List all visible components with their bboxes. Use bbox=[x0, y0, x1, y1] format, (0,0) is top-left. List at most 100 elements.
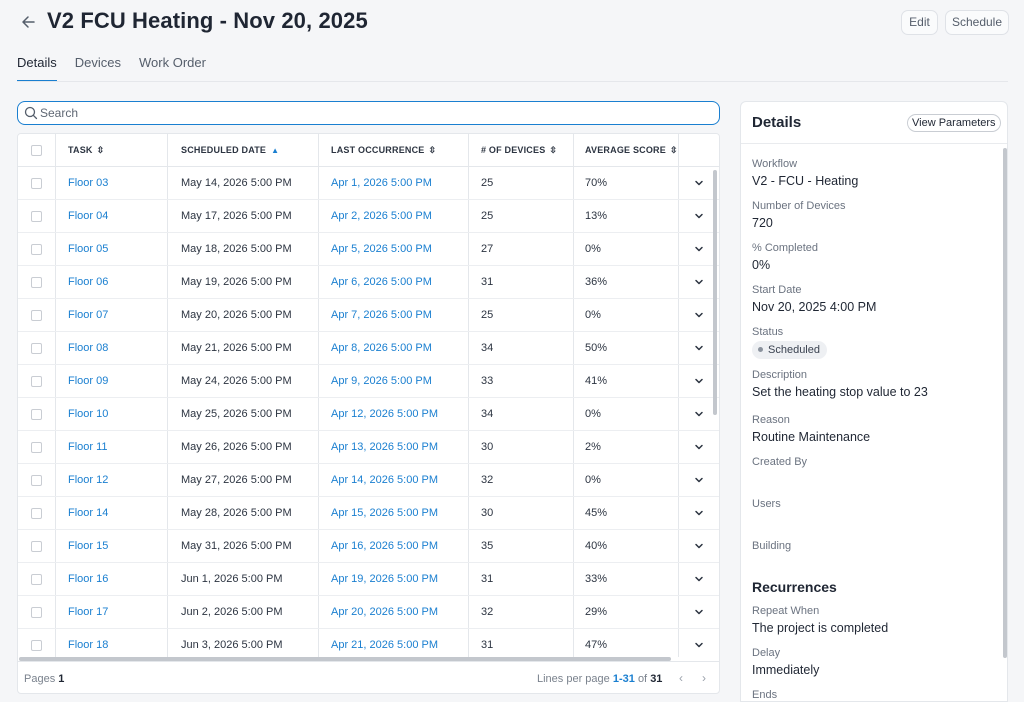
last-occurrence-link[interactable]: Apr 16, 2026 5:00 PM bbox=[331, 540, 439, 552]
chevron-down-icon[interactable] bbox=[691, 398, 707, 431]
panel-scrollbar[interactable] bbox=[1003, 148, 1007, 658]
chevron-down-icon[interactable] bbox=[691, 563, 707, 596]
column-last-occurrence[interactable]: LAST OCCURRENCE ⇳ bbox=[331, 134, 436, 167]
vertical-scrollbar[interactable] bbox=[713, 170, 717, 415]
last-occurrence-link[interactable]: Apr 9, 2026 5:00 PM bbox=[331, 375, 432, 387]
last-occurrence-link[interactable]: Apr 19, 2026 5:00 PM bbox=[331, 573, 439, 585]
chevron-down-icon[interactable] bbox=[691, 629, 707, 662]
row-checkbox[interactable] bbox=[31, 541, 42, 552]
chevron-down-icon[interactable] bbox=[691, 332, 707, 365]
task-link[interactable]: Floor 07 bbox=[68, 309, 109, 321]
table-row[interactable]: Floor 07 May 20, 2026 5:00 PM Apr 7, 2026 … bbox=[18, 299, 719, 332]
row-checkbox[interactable] bbox=[31, 508, 42, 519]
view-parameters-button[interactable]: View Parameters bbox=[907, 114, 1001, 132]
next-page-icon[interactable]: › bbox=[702, 671, 706, 685]
row-checkbox[interactable] bbox=[31, 475, 42, 486]
reason-value: Routine Maintenance bbox=[752, 430, 871, 444]
last-occurrence-link[interactable]: Apr 5, 2026 5:00 PM bbox=[331, 243, 432, 255]
last-occurrence-link[interactable]: Apr 20, 2026 5:00 PM bbox=[331, 606, 439, 618]
scheduled-date-cell: May 19, 2026 5:00 PM bbox=[181, 276, 292, 288]
row-checkbox[interactable] bbox=[31, 574, 42, 585]
previous-page-icon[interactable]: ‹ bbox=[679, 671, 683, 685]
task-link[interactable]: Floor 08 bbox=[68, 342, 109, 354]
row-checkbox[interactable] bbox=[31, 244, 42, 255]
last-occurrence-link[interactable]: Apr 12, 2026 5:00 PM bbox=[331, 408, 439, 420]
task-link[interactable]: Floor 15 bbox=[68, 540, 109, 552]
chevron-down-icon[interactable] bbox=[691, 596, 707, 629]
table-row[interactable]: Floor 16 Jun 1, 2026 5:00 PM Apr 19, 2026 … bbox=[18, 563, 719, 596]
edit-button[interactable]: Edit bbox=[901, 10, 938, 35]
row-checkbox[interactable] bbox=[31, 178, 42, 189]
table-row[interactable]: Floor 03 May 14, 2026 5:00 PM Apr 1, 2026 … bbox=[18, 167, 719, 200]
back-arrow-icon[interactable] bbox=[20, 10, 40, 34]
last-occurrence-link[interactable]: Apr 8, 2026 5:00 PM bbox=[331, 342, 432, 354]
task-link[interactable]: Floor 09 bbox=[68, 375, 109, 387]
chevron-down-icon[interactable] bbox=[691, 266, 707, 299]
horizontal-scrollbar[interactable] bbox=[19, 657, 671, 661]
table-row[interactable]: Floor 04 May 17, 2026 5:00 PM Apr 2, 2026 … bbox=[18, 200, 719, 233]
chevron-down-icon[interactable] bbox=[691, 365, 707, 398]
schedule-button[interactable]: Schedule bbox=[945, 10, 1009, 35]
row-checkbox[interactable] bbox=[31, 277, 42, 288]
table-row[interactable]: Floor 14 May 28, 2026 5:00 PM Apr 15, 2026… bbox=[18, 497, 719, 530]
last-occurrence-link[interactable]: Apr 6, 2026 5:00 PM bbox=[331, 276, 432, 288]
row-checkbox[interactable] bbox=[31, 211, 42, 222]
tab-details[interactable]: Details bbox=[17, 54, 57, 82]
last-occurrence-link[interactable]: Apr 14, 2026 5:00 PM bbox=[331, 474, 439, 486]
last-occurrence-link[interactable]: Apr 1, 2026 5:00 PM bbox=[331, 177, 432, 189]
tab-devices[interactable]: Devices bbox=[74, 55, 121, 70]
column-devices[interactable]: # OF DEVICES ⇳ bbox=[481, 134, 557, 167]
task-link[interactable]: Floor 17 bbox=[68, 606, 109, 618]
chevron-down-icon[interactable] bbox=[691, 497, 707, 530]
table-row[interactable]: Floor 10 May 25, 2026 5:00 PM Apr 12, 2026… bbox=[18, 398, 719, 431]
table-row[interactable]: Floor 17 Jun 2, 2026 5:00 PM Apr 20, 2026 … bbox=[18, 596, 719, 629]
column-divider bbox=[678, 134, 679, 657]
average-score-cell: 47% bbox=[585, 639, 608, 651]
last-occurrence-link[interactable]: Apr 15, 2026 5:00 PM bbox=[331, 507, 439, 519]
table-row[interactable]: Floor 09 May 24, 2026 5:00 PM Apr 9, 2026 … bbox=[18, 365, 719, 398]
task-link[interactable]: Floor 11 bbox=[68, 441, 108, 453]
task-link[interactable]: Floor 05 bbox=[68, 243, 109, 255]
row-checkbox[interactable] bbox=[31, 442, 42, 453]
chevron-down-icon[interactable] bbox=[691, 200, 707, 233]
task-link[interactable]: Floor 14 bbox=[68, 507, 109, 519]
chevron-down-icon[interactable] bbox=[691, 167, 707, 200]
row-checkbox[interactable] bbox=[31, 640, 42, 651]
select-all-checkbox[interactable] bbox=[31, 145, 42, 156]
task-link[interactable]: Floor 10 bbox=[68, 408, 109, 420]
row-checkbox[interactable] bbox=[31, 607, 42, 618]
search-box[interactable] bbox=[17, 101, 720, 125]
search-input[interactable] bbox=[40, 105, 700, 121]
scheduled-date-cell: Jun 3, 2026 5:00 PM bbox=[181, 639, 283, 651]
task-link[interactable]: Floor 16 bbox=[68, 573, 109, 585]
task-link[interactable]: Floor 12 bbox=[68, 474, 109, 486]
table-row[interactable]: Floor 11 May 26, 2026 5:00 PM Apr 13, 2026… bbox=[18, 431, 719, 464]
row-checkbox[interactable] bbox=[31, 343, 42, 354]
scheduled-date-cell: May 28, 2026 5:00 PM bbox=[181, 507, 292, 519]
row-checkbox[interactable] bbox=[31, 376, 42, 387]
chevron-down-icon[interactable] bbox=[691, 530, 707, 563]
last-occurrence-link[interactable]: Apr 7, 2026 5:00 PM bbox=[331, 309, 432, 321]
column-scheduled-date[interactable]: SCHEDULED DATE ▲ bbox=[181, 134, 279, 167]
chevron-down-icon[interactable] bbox=[691, 233, 707, 266]
table-row[interactable]: Floor 08 May 21, 2026 5:00 PM Apr 8, 2026 … bbox=[18, 332, 719, 365]
column-average-score[interactable]: AVERAGE SCORE ⇳ bbox=[585, 134, 678, 167]
task-link[interactable]: Floor 06 bbox=[68, 276, 109, 288]
chevron-down-icon[interactable] bbox=[691, 431, 707, 464]
last-occurrence-link[interactable]: Apr 2, 2026 5:00 PM bbox=[331, 210, 432, 222]
last-occurrence-link[interactable]: Apr 13, 2026 5:00 PM bbox=[331, 441, 439, 453]
chevron-down-icon[interactable] bbox=[691, 299, 707, 332]
last-occurrence-link[interactable]: Apr 21, 2026 5:00 PM bbox=[331, 639, 439, 651]
row-checkbox[interactable] bbox=[31, 310, 42, 321]
tab-work-order[interactable]: Work Order bbox=[139, 55, 206, 70]
table-row[interactable]: Floor 05 May 18, 2026 5:00 PM Apr 5, 2026 … bbox=[18, 233, 719, 266]
table-row[interactable]: Floor 12 May 27, 2026 5:00 PM Apr 14, 2026… bbox=[18, 464, 719, 497]
table-row[interactable]: Floor 06 May 19, 2026 5:00 PM Apr 6, 2026 … bbox=[18, 266, 719, 299]
chevron-down-icon[interactable] bbox=[691, 464, 707, 497]
task-link[interactable]: Floor 18 bbox=[68, 639, 109, 651]
column-task[interactable]: TASK ⇳ bbox=[68, 134, 104, 167]
task-link[interactable]: Floor 03 bbox=[68, 177, 109, 189]
row-checkbox[interactable] bbox=[31, 409, 42, 420]
task-link[interactable]: Floor 04 bbox=[68, 210, 109, 222]
table-row[interactable]: Floor 15 May 31, 2026 5:00 PM Apr 16, 2026… bbox=[18, 530, 719, 563]
